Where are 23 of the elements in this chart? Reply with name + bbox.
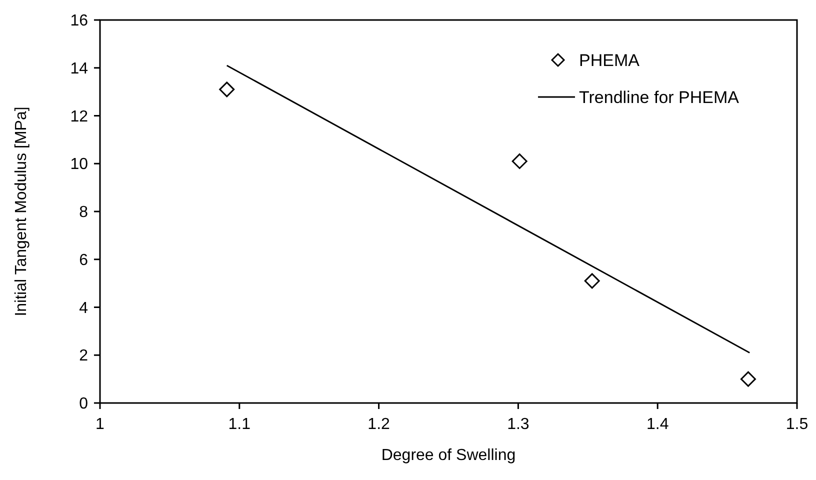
y-tick-label: 0: [79, 396, 88, 413]
y-tick-label: 14: [70, 60, 88, 78]
y-tick-label: 12: [70, 108, 88, 126]
x-tick-label: 1.2: [368, 416, 390, 433]
y-tick-label: 4: [79, 300, 88, 317]
x-tick-label: 1: [96, 416, 105, 433]
point: [219, 82, 235, 98]
legend-label: Trendline for PHEMA: [579, 88, 740, 107]
point: [740, 371, 756, 387]
x-tick-label: 1.1: [228, 416, 251, 433]
y-tick-label: 6: [79, 252, 88, 269]
y-axis-title: Initial Tangent Modulus [MPa]: [13, 106, 30, 316]
x-axis-title: Degree of Swelling: [381, 447, 516, 464]
y-tick-label: 10: [70, 156, 88, 174]
y-tick-label: 16: [70, 12, 88, 30]
point: [512, 153, 528, 169]
x-tick-label: 1.3: [507, 416, 530, 433]
y-tick-label: 2: [79, 348, 88, 365]
x-tick-label: 1.4: [646, 416, 669, 433]
legend-label: PHEMA: [579, 50, 640, 70]
y-tick-label: 8: [79, 204, 88, 222]
x-tick-label: 1.5: [786, 416, 808, 433]
point: [584, 273, 600, 289]
